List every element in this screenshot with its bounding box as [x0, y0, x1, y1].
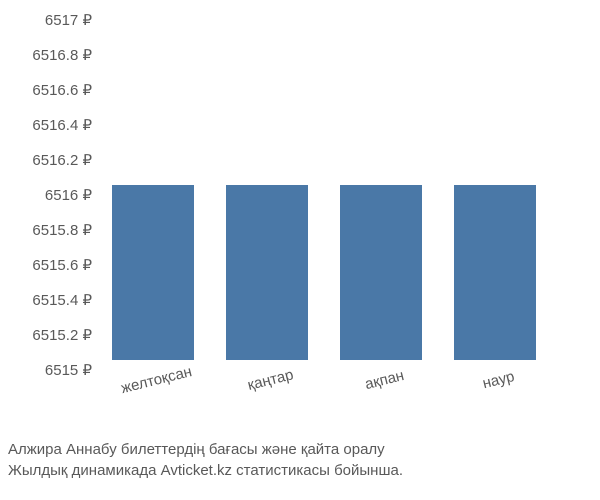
chart-caption: Алжира Аннабу билеттердің бағасы және қа…: [8, 439, 403, 483]
caption-line-2: Жылдық динамикада Avticket.kz статистика…: [8, 460, 403, 482]
y-tick-label: 6515.8 ₽: [32, 221, 92, 239]
y-tick-label: 6516.6 ₽: [32, 81, 92, 99]
x-axis: желтоқсанқаңтарақпаннаур: [100, 366, 570, 426]
y-tick-label: 6515.6 ₽: [32, 256, 92, 274]
x-labels: желтоқсанқаңтарақпаннаур: [100, 366, 570, 383]
bar: [112, 185, 194, 360]
x-tick-label: желтоқсан: [115, 362, 199, 398]
bar: [340, 185, 422, 360]
y-tick-label: 6516.8 ₽: [32, 46, 92, 64]
x-tick-label: ақпан: [343, 362, 427, 398]
y-tick-label: 6516 ₽: [45, 186, 92, 204]
y-axis: 6517 ₽6516.8 ₽6516.6 ₽6516.4 ₽6516.2 ₽65…: [0, 20, 100, 370]
bars-container: [100, 10, 570, 360]
x-tick-label: наур: [457, 362, 541, 398]
y-tick-label: 6515.2 ₽: [32, 326, 92, 344]
y-tick-label: 6516.4 ₽: [32, 116, 92, 134]
y-tick-label: 6515.4 ₽: [32, 291, 92, 309]
y-tick-label: 6516.2 ₽: [32, 151, 92, 169]
y-tick-label: 6517 ₽: [45, 11, 92, 29]
plot-area: [100, 10, 570, 360]
bar: [226, 185, 308, 360]
y-tick-label: 6515 ₽: [45, 361, 92, 379]
bar: [454, 185, 536, 360]
price-chart: 6517 ₽ 6516.8 ₽ 6516.6 ₽ 6516.4 ₽ 6516.2 ₽ 65…: [0, 10, 600, 426]
caption-line-1: Алжира Аннабу билеттердің бағасы және қа…: [8, 439, 403, 461]
x-tick-label: қаңтар: [229, 362, 313, 398]
